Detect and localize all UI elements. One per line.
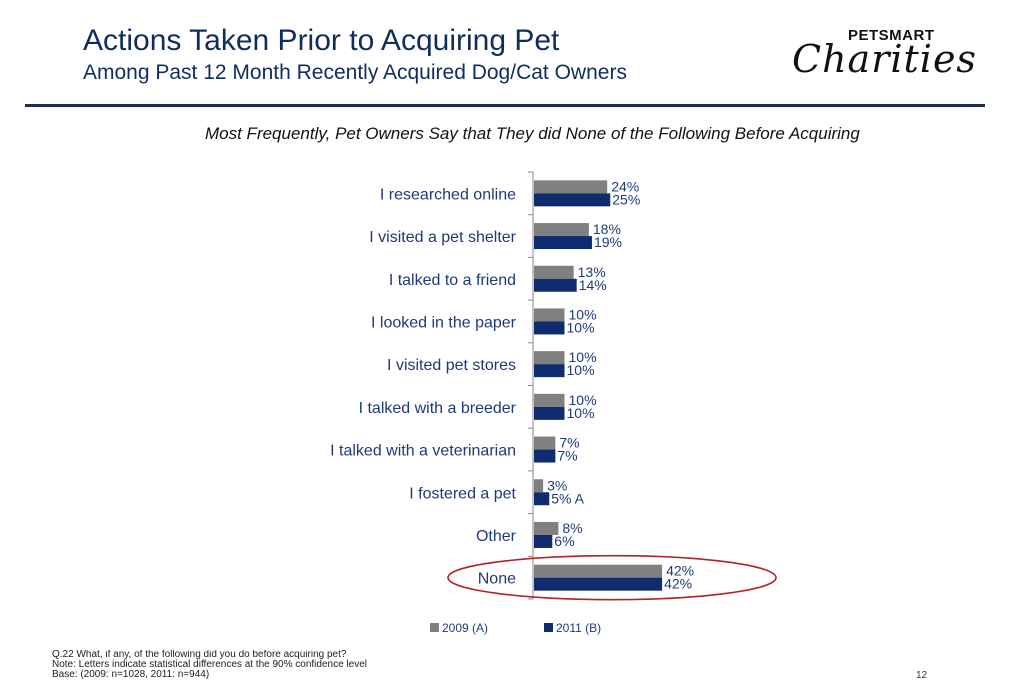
bar bbox=[534, 351, 565, 365]
data-label: 5% A bbox=[551, 490, 584, 506]
category-label: I talked to a friend bbox=[389, 272, 516, 289]
data-label: 8% bbox=[562, 520, 582, 536]
category-label: Other bbox=[476, 528, 517, 545]
category-label: I visited a pet shelter bbox=[369, 229, 516, 246]
data-label: 10% bbox=[567, 405, 595, 421]
category-label: I researched online bbox=[380, 186, 516, 203]
data-label: 24% bbox=[611, 178, 639, 194]
data-label: 3% bbox=[547, 477, 567, 493]
footnotes: Q.22 What, if any, of the following did … bbox=[52, 650, 367, 682]
logo-brand: PETSMART bbox=[848, 27, 935, 44]
legend-label: 2011 (B) bbox=[556, 621, 601, 635]
category-label: I looked in the paper bbox=[371, 314, 517, 331]
data-label: 25% bbox=[612, 191, 640, 207]
bar bbox=[534, 521, 559, 535]
bar bbox=[534, 236, 592, 250]
bar bbox=[534, 449, 556, 463]
category-label: I talked with a veterinarian bbox=[330, 443, 516, 460]
footnote-note: Note: Letters indicate statistical diffe… bbox=[52, 659, 367, 670]
category-label: None bbox=[478, 571, 516, 588]
bar bbox=[534, 406, 565, 420]
data-label: 10% bbox=[569, 392, 597, 408]
footnote-base: Base: (2009: n=1028, 2011: n=944) bbox=[52, 669, 210, 680]
highlight-ellipse bbox=[447, 554, 777, 601]
bar bbox=[534, 321, 565, 335]
category-label: I talked with a breeder bbox=[359, 400, 517, 417]
bar bbox=[534, 534, 553, 548]
bar bbox=[534, 278, 577, 292]
chart-headline: Most Frequently, Pet Owners Say that The… bbox=[205, 124, 860, 143]
bar bbox=[534, 577, 663, 591]
data-label: 19% bbox=[594, 234, 622, 250]
footnote-question: Q.22 What, if any, of the following did … bbox=[52, 650, 347, 660]
title-divider bbox=[25, 104, 985, 107]
data-label: 18% bbox=[593, 221, 621, 237]
petsmart-charities-logo: PETSMART Charities bbox=[790, 27, 977, 87]
page-subtitle: Among Past 12 Month Recently Acquired Do… bbox=[83, 61, 627, 84]
legend-swatch bbox=[430, 623, 439, 632]
bar bbox=[534, 492, 550, 506]
category-label: I visited pet stores bbox=[387, 357, 516, 374]
data-label: 14% bbox=[579, 277, 607, 293]
bar bbox=[534, 180, 608, 194]
data-label: 42% bbox=[664, 576, 692, 592]
data-label: 7% bbox=[557, 448, 577, 464]
category-label: I fostered a pet bbox=[409, 485, 516, 502]
bar bbox=[534, 223, 589, 237]
bar bbox=[534, 193, 611, 207]
page-title: Actions Taken Prior to Acquiring Pet bbox=[83, 24, 560, 57]
data-label: 10% bbox=[567, 362, 595, 378]
legend-label: 2009 (A) bbox=[442, 621, 488, 635]
data-label: 13% bbox=[578, 264, 606, 280]
bar bbox=[534, 479, 544, 493]
data-label: 6% bbox=[554, 533, 574, 549]
data-label: 10% bbox=[569, 349, 597, 365]
bar bbox=[534, 564, 663, 578]
bar bbox=[534, 436, 556, 450]
data-label: 10% bbox=[567, 319, 595, 335]
logo-script: Charities bbox=[792, 37, 977, 81]
bar bbox=[534, 265, 574, 279]
bar bbox=[534, 364, 565, 378]
bar bbox=[534, 393, 565, 407]
page-number: 12 bbox=[916, 670, 928, 681]
data-label: 10% bbox=[569, 306, 597, 322]
legend-swatch bbox=[544, 623, 553, 632]
bar bbox=[534, 308, 565, 322]
data-label: 42% bbox=[666, 563, 694, 579]
data-label: 7% bbox=[559, 435, 579, 451]
